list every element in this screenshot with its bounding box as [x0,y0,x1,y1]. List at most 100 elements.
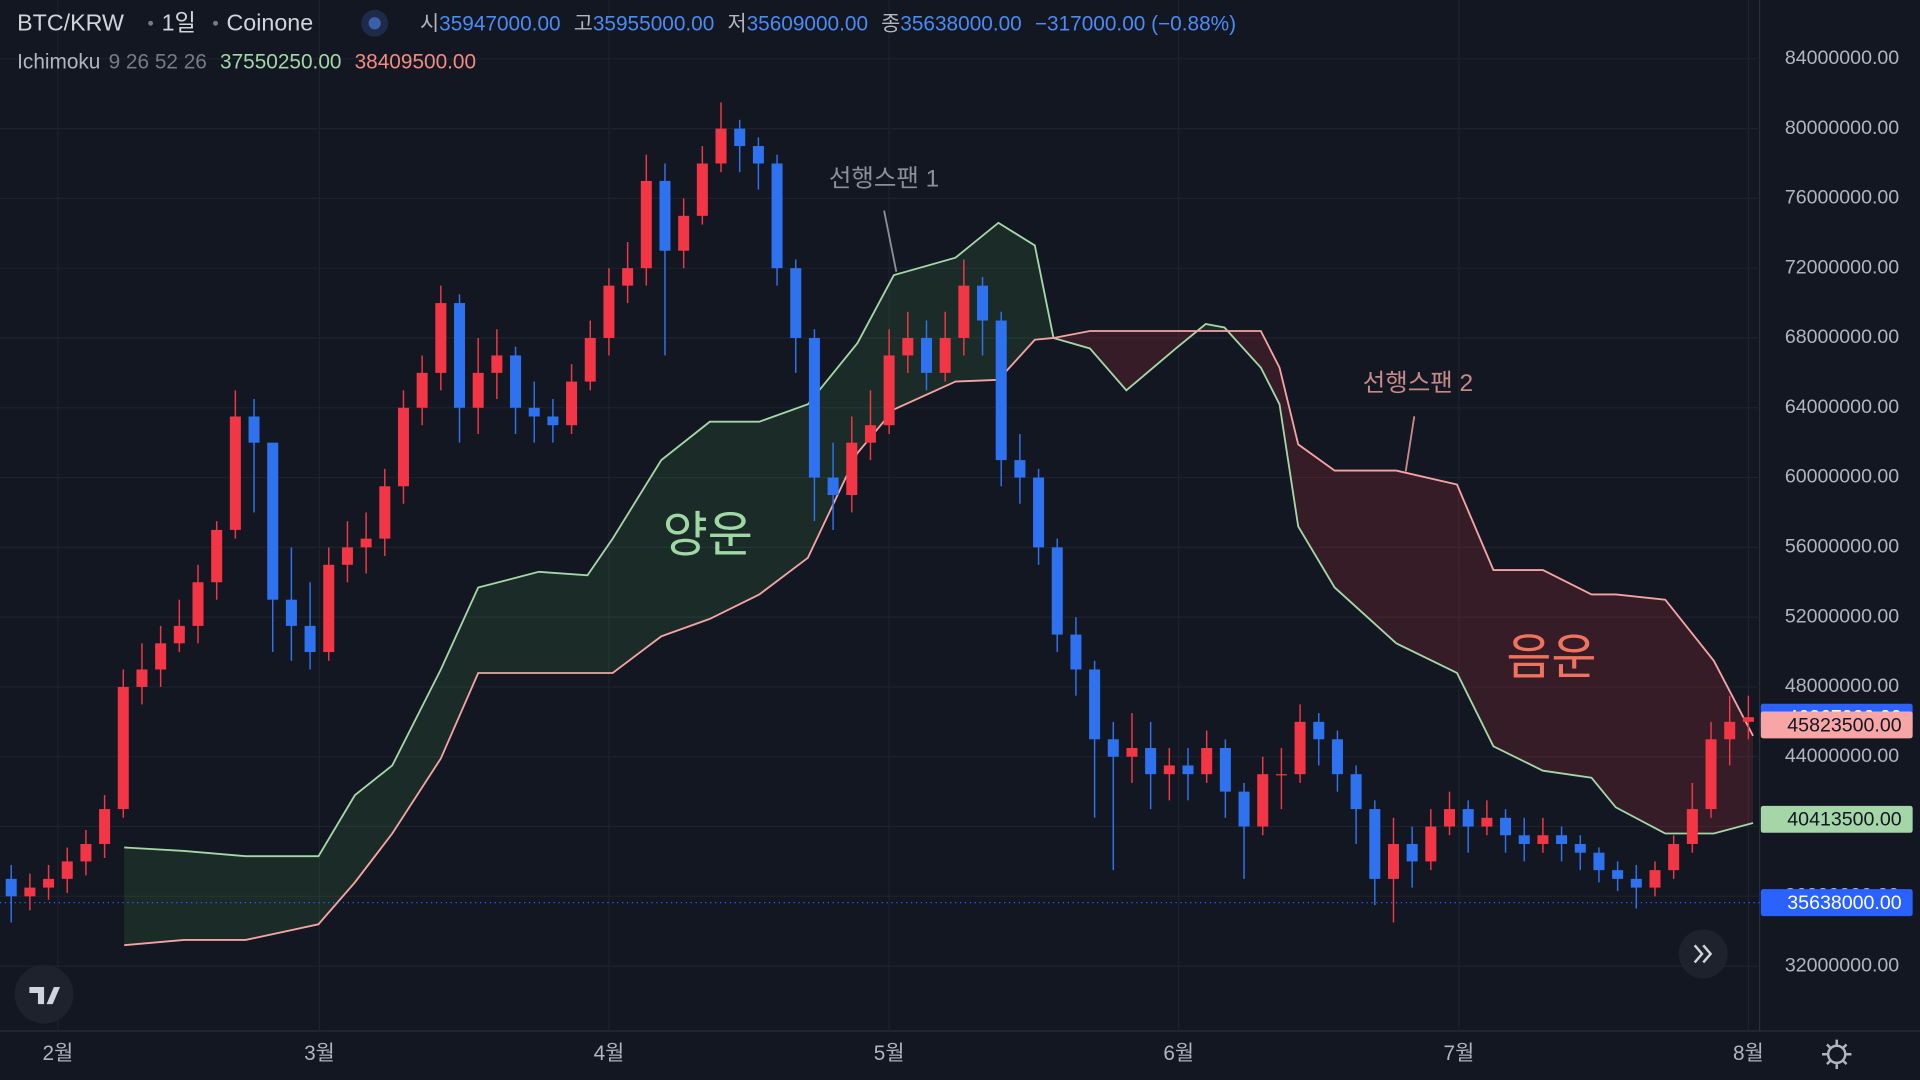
span-line [124,330,1754,947]
candle-body [995,320,1007,461]
y-tick-label: 84000000.00 [1785,47,1899,69]
candle-body [1649,870,1661,888]
candle-body [285,599,297,626]
cloud-segment [955,222,999,382]
x-tick-label: 3월 [304,1042,335,1065]
candles [0,102,1760,923]
candle-body [977,285,989,321]
ohlc-value: 35955000.00 [593,12,714,35]
price-label: 45823500.00 [1787,714,1901,736]
cloud-segment [1279,367,1299,527]
cloud-segment [1126,330,1176,391]
candle-body [323,564,335,653]
candle-body [1070,634,1082,670]
cloud-segment [245,856,319,940]
candle-body [790,268,802,338]
candle-body [61,861,73,879]
candle-body [267,442,279,600]
candle-body [827,477,839,496]
separator [148,20,154,26]
candle-body [528,407,540,417]
y-tick-label: 44000000.00 [1785,745,1899,767]
cloud-segment [1591,594,1616,808]
symbol: BTC/KRW [17,10,124,36]
candle-body [566,381,578,426]
candle-body [808,337,820,478]
candle-body [920,337,933,373]
candle-body [24,887,36,897]
candle-body [939,337,951,373]
cloud-segment [1175,324,1206,349]
ohlc-label: 시 [420,12,439,35]
candle-body [1686,809,1698,844]
scroll-icon [1693,944,1713,964]
cloud-segment [709,421,760,619]
candle-body [864,425,876,443]
price-label-box [1760,889,1913,917]
candle-body [360,538,372,548]
cloud-segment [612,460,662,673]
candle-body [1742,717,1754,722]
candle-body [229,416,241,530]
cloud-segment [1665,599,1714,834]
candle-body [173,625,185,644]
candle-body [678,215,690,251]
cloud-segment [538,571,588,673]
cloud-segment [1334,470,1397,644]
candle-body [435,303,447,373]
candle-body [1668,843,1680,871]
candle-body [80,843,92,862]
candle-body [379,486,391,539]
candle-body [958,285,970,338]
candle-body [734,128,746,147]
candle-body [1238,791,1250,827]
cloud-segment [124,847,184,946]
cloud-segment [183,850,246,940]
settings-button[interactable] [1826,1044,1847,1065]
y-tick-label: 48000000.00 [1785,675,1899,697]
cloud-segment [478,571,539,673]
annotation-pointer [883,210,898,273]
cloud-segment [661,421,710,637]
candle-body [192,582,204,626]
bullish-cloud-label: 양운 [663,509,753,563]
settings-icon [1822,1039,1852,1069]
cloud-segment [354,765,393,883]
interval: 1일 [162,10,196,36]
span-line [124,221,1754,858]
ichimoku-cloud [124,221,1754,947]
candle-body [659,180,671,251]
cloud-segment [1298,444,1335,588]
candle-body [1051,547,1063,635]
x-tick-label: 6월 [1163,1042,1194,1065]
candle-body [1163,765,1175,775]
candle-body [1500,817,1512,836]
candle-body [472,372,484,408]
candle-body [547,416,559,426]
candle-body [846,442,858,496]
cloud-segment [392,669,441,834]
y-tick-label: 80000000.00 [1785,117,1899,139]
candle-body [1387,843,1399,879]
toolbar [14,929,1852,1069]
overlay: 선행스팬 1 선행스팬 2 양운 음운 [663,164,1597,685]
candle-body [1481,817,1493,827]
candle-body [622,268,634,286]
annotation-pointer [1404,416,1416,472]
cloud-segment [587,538,613,673]
candle-body [1406,843,1418,862]
x-tick-label: 8월 [1733,1042,1764,1065]
span-b-value: 38409500.00 [355,50,476,73]
x-tick-label: 5월 [874,1042,905,1065]
candle-body [1331,739,1343,775]
candle-body [1014,460,1026,478]
indicator-name: Ichimoku [17,50,100,73]
y-tick-label: 76000000.00 [1785,187,1899,209]
candle-body [1593,852,1605,871]
cloud-segment [998,222,1035,380]
candle-body [1705,739,1717,810]
y-tick-label: 56000000.00 [1785,536,1899,558]
candle-body [1219,748,1231,792]
candle-body [1425,826,1437,862]
